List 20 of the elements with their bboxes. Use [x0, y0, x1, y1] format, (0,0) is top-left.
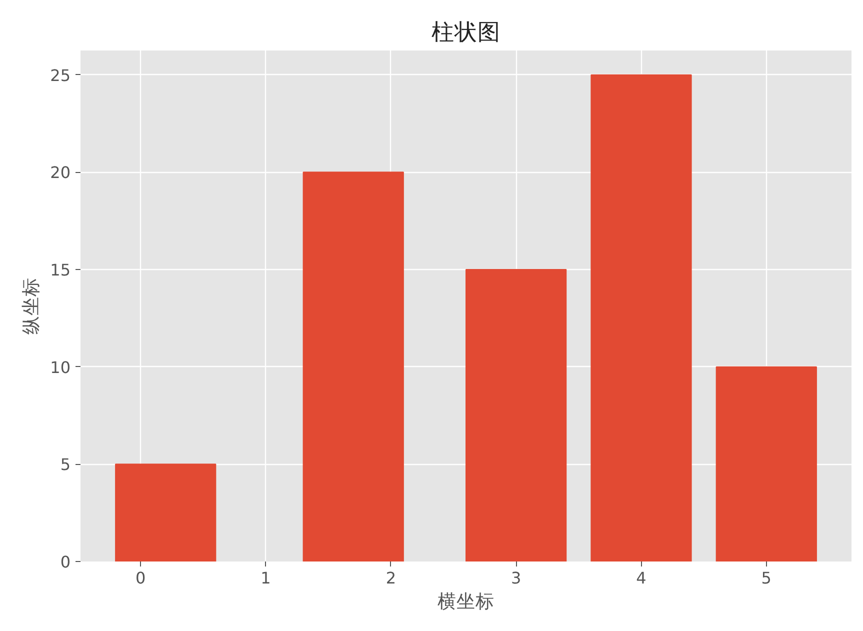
x-tick-label: 1	[260, 568, 271, 588]
y-tick-label: 25	[50, 66, 70, 85]
y-tick-label: 10	[50, 358, 70, 377]
y-tick-label: 15	[50, 260, 70, 280]
y-tick-label: 5	[60, 455, 71, 474]
y-tick-label: 20	[50, 163, 70, 182]
bar	[590, 74, 692, 562]
bar	[466, 269, 567, 562]
x-tick-label: 2	[386, 568, 396, 588]
bar	[302, 172, 404, 562]
x-tick-label: 3	[510, 568, 522, 588]
y-axis-title: 纵坐标	[21, 278, 42, 334]
y-tick-label: 0	[60, 552, 71, 572]
x-tick-label: 5	[761, 568, 772, 588]
bar	[716, 366, 817, 562]
chart-title: 柱状图	[432, 20, 500, 46]
bar	[115, 464, 216, 562]
x-tick-label: 4	[636, 568, 646, 588]
x-tick-label: 0	[135, 568, 146, 588]
x-axis-title: 横坐标	[438, 592, 494, 612]
